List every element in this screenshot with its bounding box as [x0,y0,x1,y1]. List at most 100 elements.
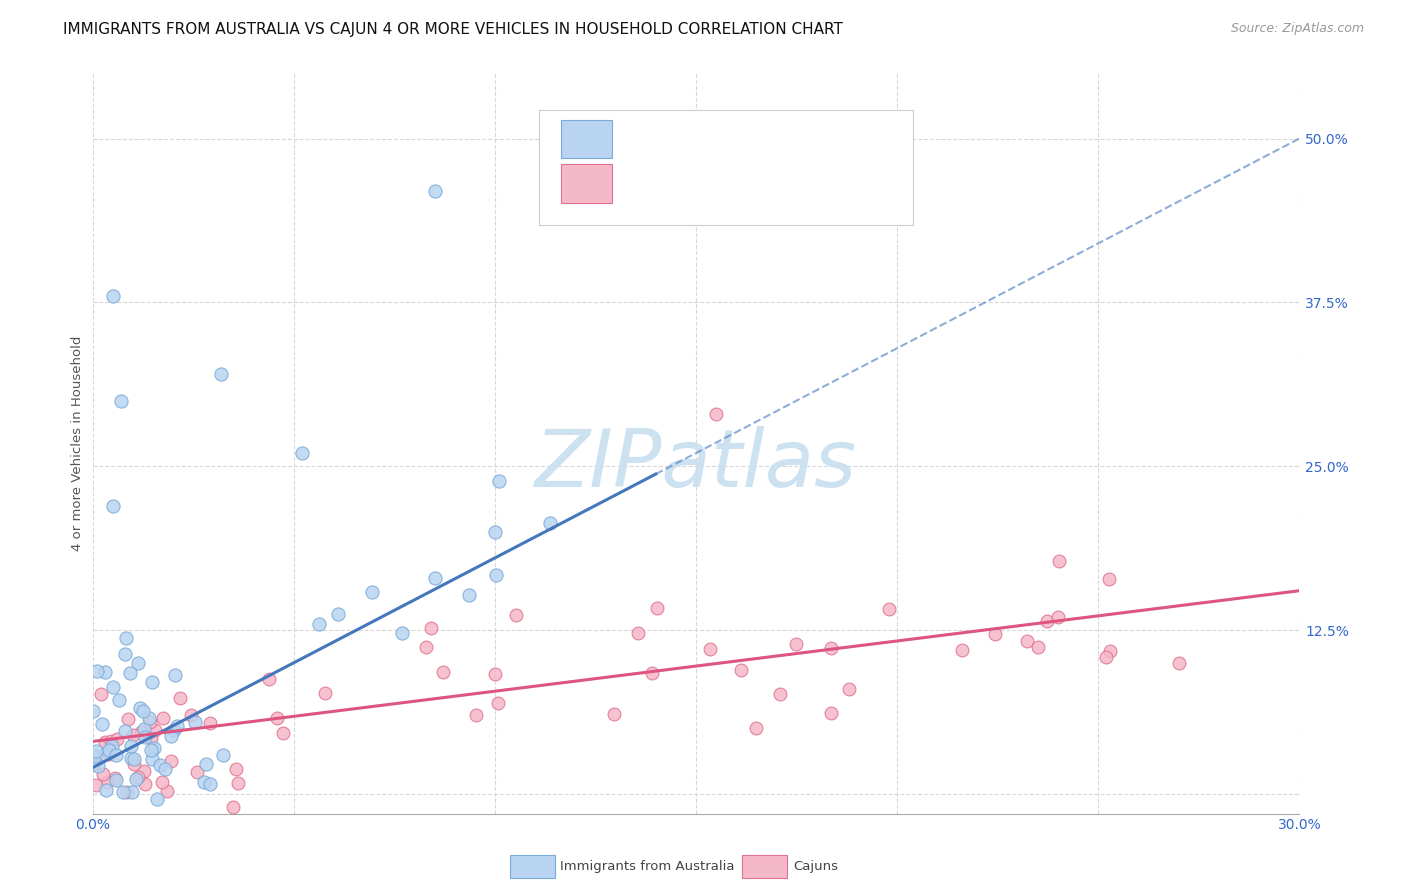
Point [127,657,149,671]
Point [198,777,221,791]
Point [820,641,842,656]
Point [146,791,169,805]
Point [122,728,145,742]
Point [114,647,136,661]
Point [84,778,107,792]
Point [627,626,650,640]
Point [149,757,172,772]
Point [184,715,207,730]
Point [391,626,413,640]
Point [127,771,149,785]
Y-axis label: 4 or more Vehicles in Household: 4 or more Vehicles in Household [72,335,84,551]
Point [211,748,233,763]
Point [226,776,249,790]
Point [326,607,349,622]
Point [222,800,245,814]
Point [485,568,508,582]
Point [486,697,509,711]
Point [105,731,128,746]
Point [111,785,134,799]
Point [180,708,202,723]
Point [225,762,247,776]
Point [93,767,115,781]
Point [134,730,156,744]
Point [505,607,527,622]
Point [114,723,136,738]
Point [82,705,104,719]
Point [160,730,183,744]
Point [785,637,807,651]
Point [91,717,114,731]
Point [122,752,145,766]
Point [314,686,336,700]
FancyBboxPatch shape [538,110,914,225]
Point [432,665,454,680]
Point [152,711,174,725]
Point [730,663,752,677]
Point [101,289,124,303]
Point [142,740,165,755]
Point [538,516,561,530]
Point [117,712,139,726]
Point [139,715,162,730]
Point [1017,633,1039,648]
Point [291,446,314,460]
Point [105,748,128,763]
Point [745,721,768,735]
Point [94,735,117,749]
Point [104,771,127,785]
Point [488,474,510,488]
Point [134,722,156,736]
Point [139,731,162,746]
Point [132,704,155,718]
Text: ZIPatlas: ZIPatlas [534,426,858,505]
Point [838,681,860,696]
Point [645,601,668,615]
Point [120,751,142,765]
Point [160,754,183,768]
Point [257,672,280,686]
Point [640,665,662,680]
Point [602,707,624,722]
Point [699,641,721,656]
Point [107,693,129,707]
Point [769,688,792,702]
Point [83,756,105,771]
Point [308,617,330,632]
Point [94,747,117,762]
Point [101,739,124,753]
Point [1047,554,1070,568]
Point [166,719,188,733]
Point [150,775,173,789]
Point [122,756,145,771]
Point [820,706,842,720]
Point [1167,656,1189,670]
Point [156,784,179,798]
Text: Source: ZipAtlas.com: Source: ZipAtlas.com [1230,22,1364,36]
Point [186,764,208,779]
Point [271,726,294,740]
FancyBboxPatch shape [561,164,612,202]
Point [423,571,446,585]
Point [1047,610,1070,624]
Point [983,626,1005,640]
Point [84,744,107,758]
Point [115,632,138,646]
Text: R = 0.303   N = 78: R = 0.303 N = 78 [624,174,780,193]
Point [139,743,162,757]
Point [138,711,160,725]
Point [1036,614,1059,628]
Point [141,752,163,766]
Point [121,784,143,798]
Point [169,691,191,706]
Point [458,588,481,602]
Point [155,762,177,776]
Text: Cajuns: Cajuns [793,860,838,872]
Text: IMMIGRANTS FROM AUSTRALIA VS CAJUN 4 OR MORE VEHICLES IN HOUSEHOLD CORRELATION C: IMMIGRANTS FROM AUSTRALIA VS CAJUN 4 OR … [63,22,844,37]
Point [484,667,506,681]
Point [484,524,506,539]
Point [704,407,727,421]
Point [94,782,117,797]
Point [96,774,118,789]
FancyBboxPatch shape [561,120,612,158]
